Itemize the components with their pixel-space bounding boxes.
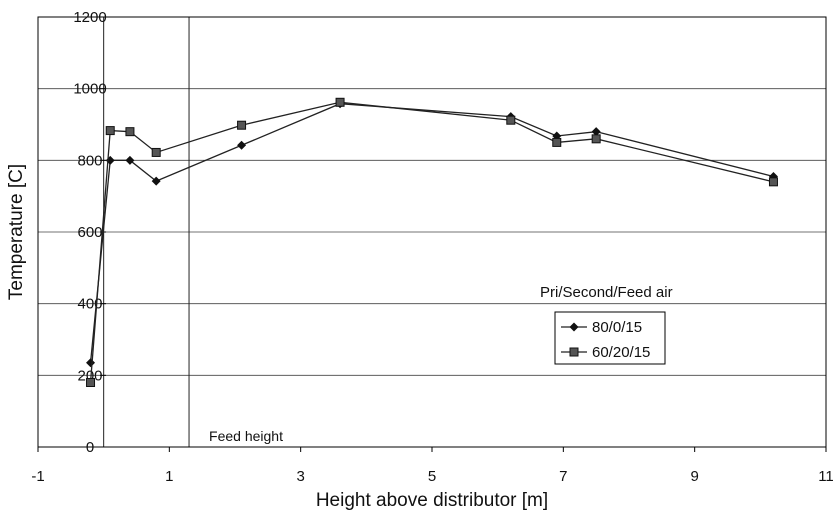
x-axis-title: Height above distributor [m] xyxy=(316,490,548,511)
y-tick-label-6: 1200 xyxy=(73,9,106,26)
legend-title: Pri/Second/Feed air xyxy=(540,284,673,301)
legend-label-0: 80/0/15 xyxy=(592,319,642,336)
data-point-s1-8 xyxy=(591,134,601,144)
data-point-s1-7 xyxy=(552,137,562,147)
series-line-0 xyxy=(89,103,774,363)
data-point-s1-6 xyxy=(506,115,516,125)
y-tick-label-4: 800 xyxy=(77,152,102,169)
x-tick-label-1: 1 xyxy=(165,468,173,485)
y-tick-label-2: 400 xyxy=(77,296,102,313)
series-1 xyxy=(86,97,778,387)
data-point-s1-4 xyxy=(237,120,247,130)
x-tick-label-6: 11 xyxy=(818,468,834,485)
data-point-s0-3 xyxy=(151,176,161,186)
x-tick-label-3: 5 xyxy=(428,468,436,485)
x-tick-label-2: 3 xyxy=(296,468,304,485)
x-tick-label-4: 7 xyxy=(559,468,567,485)
feed-height-annotation: Feed height xyxy=(209,428,283,444)
legend-entries: 80/0/15 60/20/15 xyxy=(561,319,650,361)
series-line-1 xyxy=(89,101,774,383)
data-point-s1-2 xyxy=(125,127,135,137)
legend-label-1: 60/20/15 xyxy=(592,344,650,361)
y-tick-label-0: 0 xyxy=(86,439,94,456)
data-point-s1-3 xyxy=(151,147,161,157)
data-point-s1-5 xyxy=(335,97,345,107)
series-layer xyxy=(86,97,778,387)
x-axis-ticks: -1 1 3 5 7 9 11 xyxy=(31,447,834,485)
data-point-s0-0 xyxy=(86,358,96,368)
series-0 xyxy=(86,99,778,368)
legend: Pri/Second/Feed air 80/0/15 60/20/15 xyxy=(540,284,673,365)
data-point-s1-9 xyxy=(768,177,778,187)
y-axis-title: Temperature [C] xyxy=(6,164,27,300)
legend-marker-1 xyxy=(569,347,579,357)
y-tick-label-5: 1000 xyxy=(73,81,106,98)
x-tick-label-0: -1 xyxy=(31,468,44,485)
grid-lines xyxy=(38,16,826,376)
legend-marker-0 xyxy=(569,322,579,332)
y-tick-label-3: 600 xyxy=(77,224,102,241)
x-tick-label-5: 9 xyxy=(690,468,698,485)
data-point-s1-1 xyxy=(105,126,115,136)
y-tick-label-1: 200 xyxy=(77,367,102,384)
data-point-s0-8 xyxy=(591,127,601,137)
data-point-s1-0 xyxy=(86,378,96,387)
data-point-s0-4 xyxy=(237,140,247,150)
data-point-s0-2 xyxy=(125,155,135,165)
